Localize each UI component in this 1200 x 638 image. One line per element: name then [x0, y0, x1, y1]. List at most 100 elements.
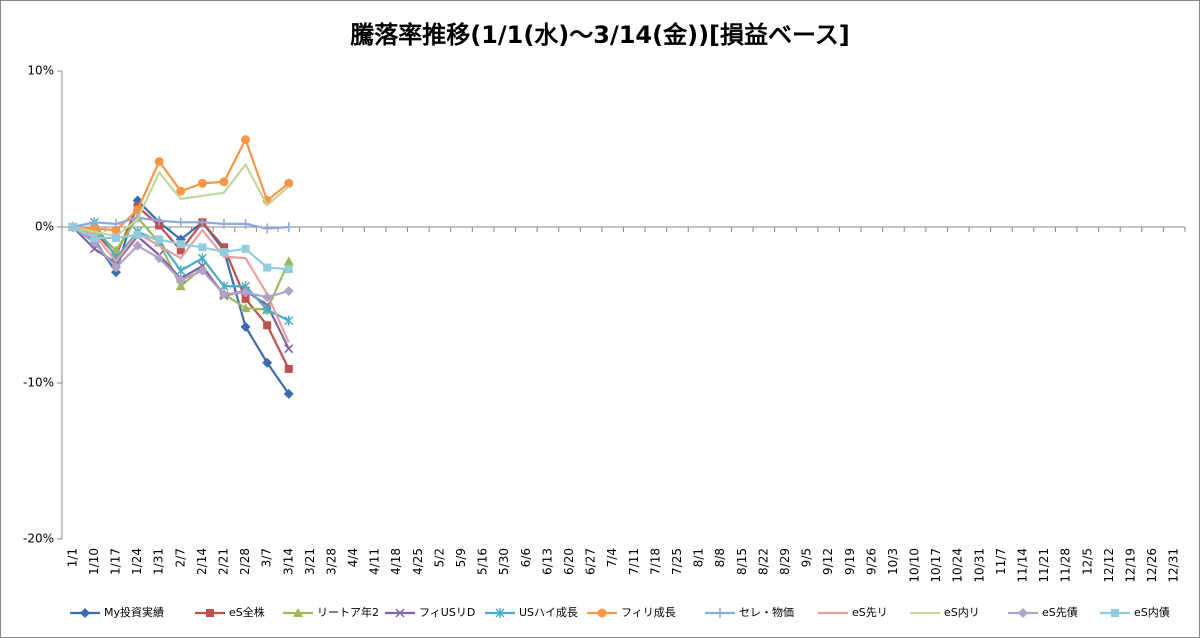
x-tick-label: 7/11: [627, 548, 641, 575]
marker: [1111, 609, 1119, 617]
x-tick-label: 7/18: [648, 548, 662, 575]
x-tick-label: 11/21: [1037, 548, 1051, 583]
x-tick-label: 8/8: [713, 548, 727, 567]
marker: [219, 247, 228, 256]
x-tick-label: 2/21: [216, 548, 230, 575]
x-tick-label: 12/19: [1124, 548, 1138, 583]
legend-label: eS先リ: [852, 606, 888, 619]
legend-item: リートア年2: [283, 605, 379, 619]
x-tick-label: 5/16: [476, 548, 490, 575]
x-tick-label: 10/24: [951, 548, 965, 583]
x-tick-label: 12/31: [1167, 548, 1181, 583]
x-tick-label: 2/28: [238, 548, 252, 575]
x-tick-label: 2/14: [195, 548, 209, 575]
marker: [597, 608, 607, 618]
x-tick-label: 12/12: [1102, 548, 1116, 583]
marker: [262, 357, 273, 368]
marker: [283, 256, 294, 266]
legend-item: My投資実績: [70, 605, 164, 619]
y-tick-label: -20%: [23, 532, 54, 546]
marker: [395, 608, 405, 618]
x-tick-label: 6/6: [519, 548, 533, 567]
x-tick-label: 9/5: [800, 548, 814, 567]
x-tick-label: 11/14: [1016, 548, 1030, 583]
x-tick-label: 4/25: [411, 548, 425, 575]
marker: [197, 265, 208, 276]
x-tick-label: 7/4: [605, 548, 619, 567]
x-tick-label: 10/3: [886, 548, 900, 575]
x-tick-label: 9/19: [843, 548, 857, 575]
x-tick-label: 2/7: [173, 548, 187, 567]
marker: [89, 217, 100, 228]
marker: [132, 240, 143, 251]
marker: [197, 253, 207, 264]
marker: [154, 215, 165, 226]
x-tick-label: 1/24: [130, 548, 144, 575]
marker: [283, 285, 294, 296]
legend-item: USハイ成長: [485, 606, 578, 619]
x-tick-label: 5/30: [497, 548, 511, 575]
x-tick-label: 1/10: [87, 548, 101, 575]
marker: [495, 608, 505, 618]
x-tick-label: 3/14: [281, 548, 295, 575]
x-tick-label: 1/1: [65, 548, 79, 567]
marker: [284, 364, 293, 373]
legend-item: eS内債: [1100, 605, 1170, 619]
marker: [197, 217, 208, 228]
marker: [284, 315, 294, 326]
legend-label: eS全株: [229, 605, 265, 619]
x-tick-label: 8/15: [735, 548, 749, 575]
x-tick-label: 7/25: [670, 548, 684, 575]
x-tick-label: 3/28: [324, 548, 338, 575]
x-tick-label: 9/26: [864, 548, 878, 575]
x-tick-label: 6/27: [584, 548, 598, 575]
x-tick-label: 5/9: [454, 548, 468, 567]
series-line: [72, 162, 290, 238]
marker: [284, 178, 294, 188]
legend-item: eS先債: [1008, 605, 1078, 619]
marker: [176, 246, 185, 255]
marker: [284, 265, 293, 274]
x-tick-label: 10/17: [929, 548, 943, 583]
marker: [198, 243, 207, 252]
marker: [176, 186, 186, 196]
legend-label: eS内リ: [944, 605, 980, 619]
x-tick-label: 9/12: [821, 548, 835, 575]
marker: [241, 135, 251, 145]
marker: [283, 222, 294, 232]
marker: [176, 265, 186, 276]
marker: [176, 240, 185, 249]
x-tick-label: 12/26: [1145, 548, 1159, 583]
legend-label: USハイ成長: [519, 606, 578, 619]
x-tick-label: 8/1: [692, 548, 706, 567]
marker: [154, 253, 165, 264]
x-tick-label: 3/21: [303, 548, 317, 575]
marker: [133, 230, 142, 239]
legend-item: フィリ成長: [587, 606, 676, 619]
marker: [175, 217, 186, 228]
marker: [110, 262, 121, 273]
x-tick-label: 12/5: [1080, 548, 1094, 575]
marker: [263, 321, 272, 330]
marker: [175, 275, 186, 286]
marker: [90, 233, 99, 242]
marker: [154, 156, 164, 166]
marker: [262, 304, 272, 315]
x-tick-label: 8/22: [756, 548, 770, 575]
marker: [262, 292, 273, 303]
x-tick-label: 1/17: [108, 548, 122, 575]
marker: [206, 609, 214, 617]
x-tick-label: 11/28: [1059, 548, 1073, 583]
y-tick-label: 10%: [27, 64, 54, 78]
legend-label: セレ・物価: [739, 605, 794, 619]
marker: [111, 233, 120, 242]
legend-label: eS先債: [1042, 605, 1078, 619]
x-tick-label: 1/31: [152, 548, 166, 575]
x-tick-label: 8/29: [778, 548, 792, 575]
legend-label: eS内債: [1134, 605, 1170, 619]
marker: [219, 243, 228, 252]
marker: [240, 218, 251, 229]
marker: [241, 244, 250, 253]
